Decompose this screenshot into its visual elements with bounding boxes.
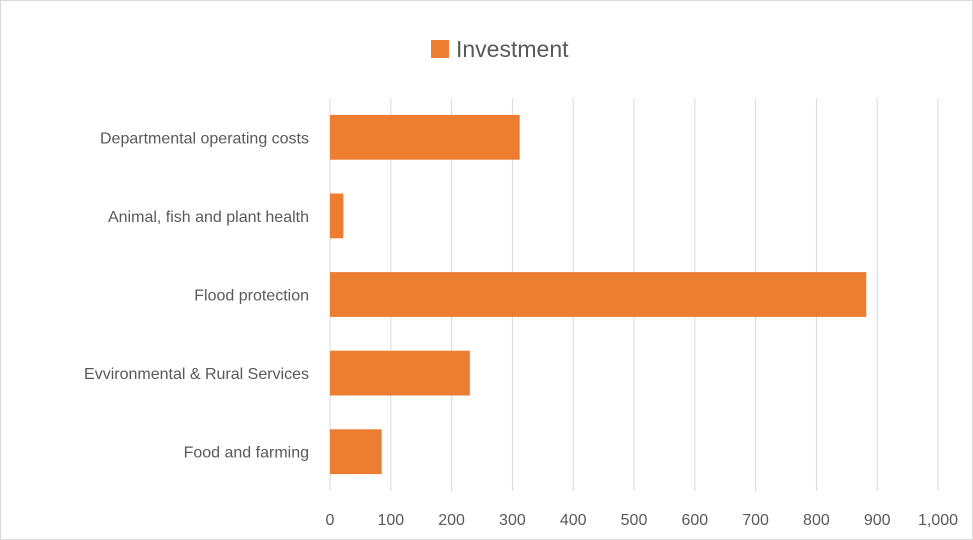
x-tick-label-600: 600 <box>681 512 708 529</box>
category-label-1: Animal, fish and plant health <box>108 209 309 226</box>
category-label-2: Flood protection <box>194 288 309 305</box>
x-tick-label-200: 200 <box>438 512 465 529</box>
x-tick-label-400: 400 <box>560 512 587 529</box>
category-label-3: Evvironmental & Rural Services <box>84 366 309 383</box>
x-tick-label-1000: 1,000 <box>918 512 958 529</box>
x-tick-label-100: 100 <box>377 512 404 529</box>
x-tick-label-0: 0 <box>326 512 335 529</box>
x-tick-label-900: 900 <box>864 512 891 529</box>
bar-3 <box>330 350 470 396</box>
bar-0 <box>330 114 520 160</box>
x-axis-tick-labels: 0 100 200 300 400 500 600 700 800 900 1,000 <box>326 512 959 529</box>
x-tick-label-800: 800 <box>803 512 830 529</box>
y-axis-category-labels: Departmental operating costs Animal, fish… <box>84 130 309 461</box>
x-tick-label-500: 500 <box>621 512 648 529</box>
legend-swatch-investment <box>431 40 449 58</box>
legend-label-investment: Investment <box>456 36 569 62</box>
x-tick-label-700: 700 <box>742 512 769 529</box>
x-tick-label-300: 300 <box>499 512 526 529</box>
bar-4 <box>330 429 382 475</box>
bars <box>330 114 867 475</box>
bar-2 <box>330 272 867 317</box>
legend: Investment <box>431 36 569 62</box>
category-label-0: Departmental operating costs <box>100 130 309 147</box>
bar-1 <box>330 193 344 239</box>
category-label-4: Food and farming <box>184 445 309 462</box>
